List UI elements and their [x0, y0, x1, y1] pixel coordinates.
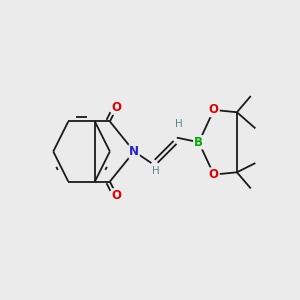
Text: O: O [209, 103, 219, 116]
Text: O: O [112, 189, 122, 202]
Text: H: H [152, 166, 160, 176]
Text: B: B [194, 136, 203, 149]
Text: O: O [209, 168, 219, 181]
Text: H: H [175, 119, 183, 129]
Text: N: N [129, 145, 139, 158]
Text: O: O [112, 101, 122, 114]
